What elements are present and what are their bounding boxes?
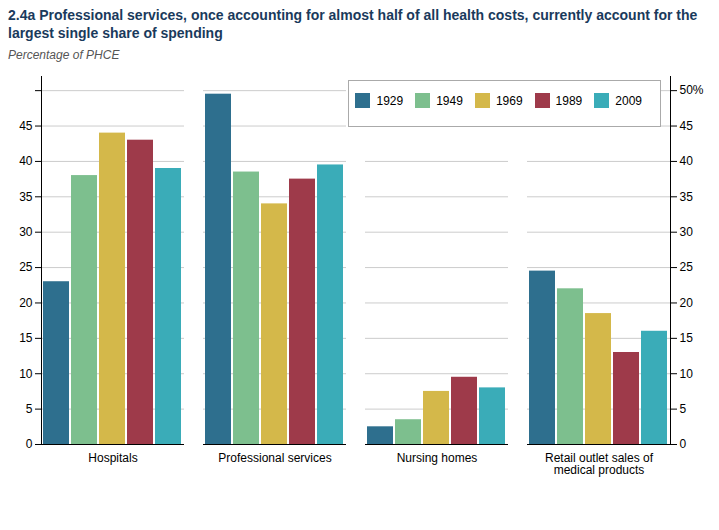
svg-text:15: 15	[19, 332, 33, 346]
svg-text:0: 0	[680, 438, 687, 452]
svg-text:0: 0	[26, 438, 33, 452]
svg-text:45: 45	[680, 119, 694, 133]
svg-text:10: 10	[19, 367, 33, 381]
svg-text:30: 30	[19, 225, 33, 239]
html-text:2.4a Professional services, on: 2.4a Professional services, once account…	[8, 7, 698, 42]
svg-text:30: 30	[680, 225, 694, 239]
svg-text:25: 25	[680, 261, 694, 275]
svg-text:35: 35	[19, 190, 33, 204]
svg-text:10: 10	[680, 367, 694, 381]
html-text:Percentage of PHCE: Percentage of PHCE	[8, 48, 120, 63]
html-text:1989: 1989	[555, 93, 583, 108]
svg-text:20: 20	[680, 296, 694, 310]
html-text:2009: 2009	[615, 93, 642, 108]
html-text:1969: 1969	[495, 93, 523, 108]
svg-text:40: 40	[19, 155, 33, 169]
svg-text:35: 35	[680, 190, 694, 204]
svg-text:40: 40	[680, 155, 694, 169]
html-text:1929: 1929	[376, 93, 404, 108]
svg-text:20: 20	[19, 296, 33, 310]
svg-text:50%: 50%	[680, 84, 704, 98]
svg-text:15: 15	[680, 332, 694, 346]
svg-text:25: 25	[19, 261, 33, 275]
svg-text:Nursing homes: Nursing homes	[397, 451, 478, 465]
svg-text:5: 5	[26, 402, 33, 416]
svg-text:Retail outlet sales ofmedical: Retail outlet sales ofmedical products	[545, 451, 654, 477]
svg-text:5: 5	[680, 402, 687, 416]
html-text:1949: 1949	[436, 93, 463, 108]
svg-text:45: 45	[19, 119, 33, 133]
svg-text:Hospitals: Hospitals	[88, 451, 137, 465]
svg-text:Professional services: Professional services	[218, 451, 331, 465]
